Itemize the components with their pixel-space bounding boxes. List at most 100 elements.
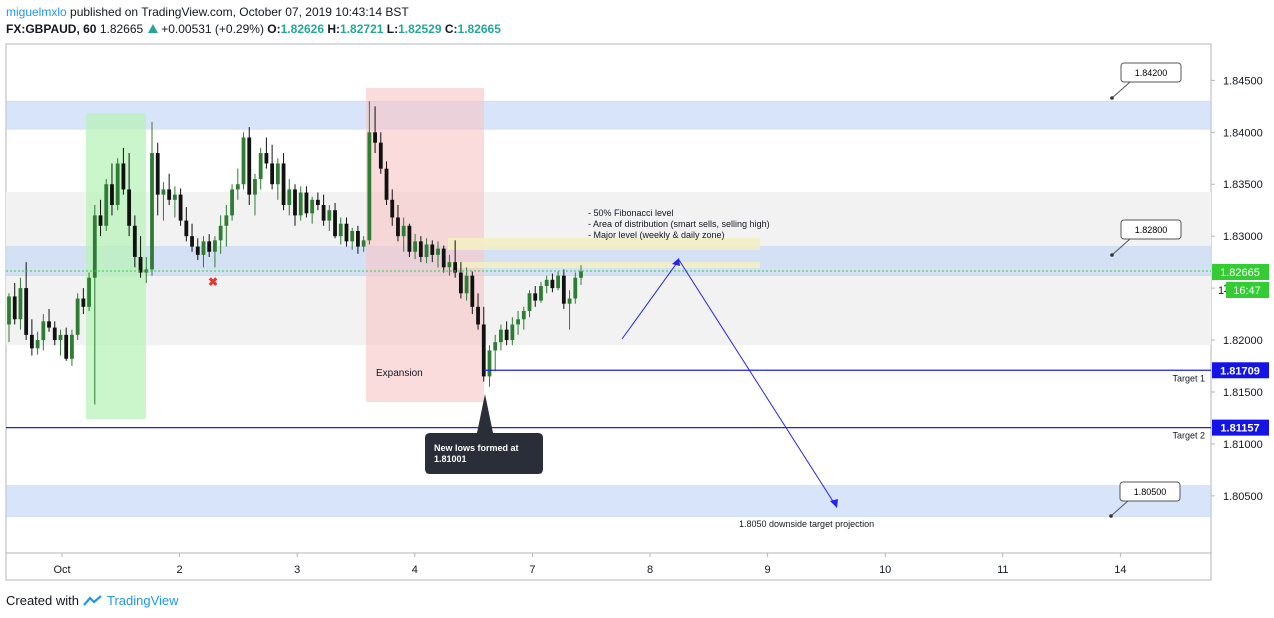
price-box-1-label: 1.84200 xyxy=(1135,68,1168,78)
candle-body xyxy=(41,321,46,341)
new-lows-line1: New lows formed at xyxy=(434,443,519,453)
candle-body xyxy=(321,205,326,221)
candle-body xyxy=(121,163,126,190)
fib-note-1: - 50% Fibonacci level xyxy=(588,208,674,218)
candle-body xyxy=(98,215,103,226)
time-axis-label: 8 xyxy=(647,564,653,576)
fib-zone-lower xyxy=(448,262,760,268)
current-price-text: 1.82665 xyxy=(1220,267,1260,279)
time-axis-label: 2 xyxy=(177,564,183,576)
target-price-tag xyxy=(1212,419,1269,436)
fib-note-3: - Major level (weekly & daily zone) xyxy=(588,230,725,240)
candle-body xyxy=(275,163,280,185)
price-axis-label: 1.84500 xyxy=(1223,75,1263,87)
candle-body xyxy=(81,298,86,307)
candle-body xyxy=(92,215,97,278)
price-box-2: 1.82800 xyxy=(1110,219,1182,257)
candle-body xyxy=(407,225,412,252)
time-axis-label: 3 xyxy=(294,564,300,576)
candle-body xyxy=(155,153,160,195)
countdown-tag xyxy=(1226,282,1269,298)
candle-body xyxy=(167,189,172,200)
close-label: C: xyxy=(444,22,458,36)
candle-body xyxy=(544,279,549,287)
candle-body xyxy=(350,230,355,242)
candle-body xyxy=(493,342,498,351)
candle-body xyxy=(70,334,74,359)
candle-body xyxy=(293,189,297,216)
projection-arrow-head-down xyxy=(830,499,838,508)
candle-body xyxy=(218,225,223,241)
candle-body xyxy=(184,220,189,237)
candle-body xyxy=(378,142,383,169)
candle-body xyxy=(104,184,109,226)
candle-body xyxy=(213,240,217,252)
candle-body xyxy=(201,241,206,255)
target-price-text: 1.81709 xyxy=(1220,365,1260,377)
candle-body xyxy=(258,153,263,180)
candle-body xyxy=(127,189,132,226)
candle-body xyxy=(573,277,578,299)
candle-body xyxy=(281,163,286,206)
time-axis-label: 7 xyxy=(529,564,535,576)
candle-body xyxy=(12,296,17,320)
up-triangle-icon xyxy=(148,24,159,33)
target-level-label: Target 1 xyxy=(1172,373,1205,383)
candle-body xyxy=(556,275,561,289)
candle-body xyxy=(115,163,120,206)
symbol-label: FX:GBPAUD, 60 xyxy=(6,22,97,36)
candle-body xyxy=(161,189,166,195)
time-axis-label: 14 xyxy=(1114,564,1126,576)
time-axis-label: 10 xyxy=(879,564,891,576)
time-axis-label: Oct xyxy=(53,564,70,576)
candle-body xyxy=(579,271,583,278)
tradingview-link[interactable]: TradingView xyxy=(106,593,179,608)
candle-body xyxy=(539,286,543,301)
candle-body xyxy=(390,199,395,218)
author-link[interactable]: miguelmxlo xyxy=(6,5,67,19)
last-price: 1.82665 xyxy=(99,22,144,36)
candle-body xyxy=(47,321,51,328)
tradingview-logo-icon xyxy=(83,594,102,606)
candle-body xyxy=(298,192,303,216)
target-price-text: 1.81157 xyxy=(1220,423,1259,435)
candle-body xyxy=(24,288,29,335)
candle-body xyxy=(241,137,246,185)
candle-body xyxy=(230,189,234,216)
price-change: +0.00531 (+0.29%) xyxy=(161,22,264,36)
candle-body xyxy=(35,340,40,349)
candle-body xyxy=(344,223,349,242)
cross-marker-icon: ✖ xyxy=(208,275,218,289)
candle-body xyxy=(190,236,194,247)
candle-body xyxy=(487,350,492,377)
candle-body xyxy=(310,199,315,214)
publish-info: miguelmxlo published on TradingView.com,… xyxy=(6,5,409,19)
fib-zone-upper xyxy=(448,238,760,250)
high-label: H: xyxy=(327,22,341,36)
price-box-3-label: 1.80500 xyxy=(1134,487,1167,497)
candle-body xyxy=(150,153,154,270)
candle-body xyxy=(270,163,275,185)
candle-body xyxy=(384,168,389,200)
candle-body xyxy=(338,223,343,237)
candle-body xyxy=(453,262,458,273)
candle-body xyxy=(304,192,309,214)
candle-body xyxy=(510,324,515,341)
candle-body xyxy=(18,288,23,320)
time-axis-label: 9 xyxy=(765,564,771,576)
candle-body xyxy=(247,137,252,195)
candle-body xyxy=(207,241,212,252)
price-axis-label: 1.83500 xyxy=(1223,179,1263,191)
candle-body xyxy=(235,184,240,190)
candle-body xyxy=(436,248,440,255)
current-price-tag xyxy=(1212,264,1269,280)
price-box-2-label: 1.82800 xyxy=(1135,225,1168,235)
price-axis-label: 1.84000 xyxy=(1223,127,1263,139)
supply-demand-zone xyxy=(5,100,1212,130)
fib-note-2: - Area of distribution (smart sells, sel… xyxy=(588,219,770,229)
candle-body xyxy=(447,262,452,268)
candle-body xyxy=(7,296,11,325)
projection-label: 1.8050 downside target projection xyxy=(739,519,874,529)
candle-body xyxy=(567,298,572,304)
